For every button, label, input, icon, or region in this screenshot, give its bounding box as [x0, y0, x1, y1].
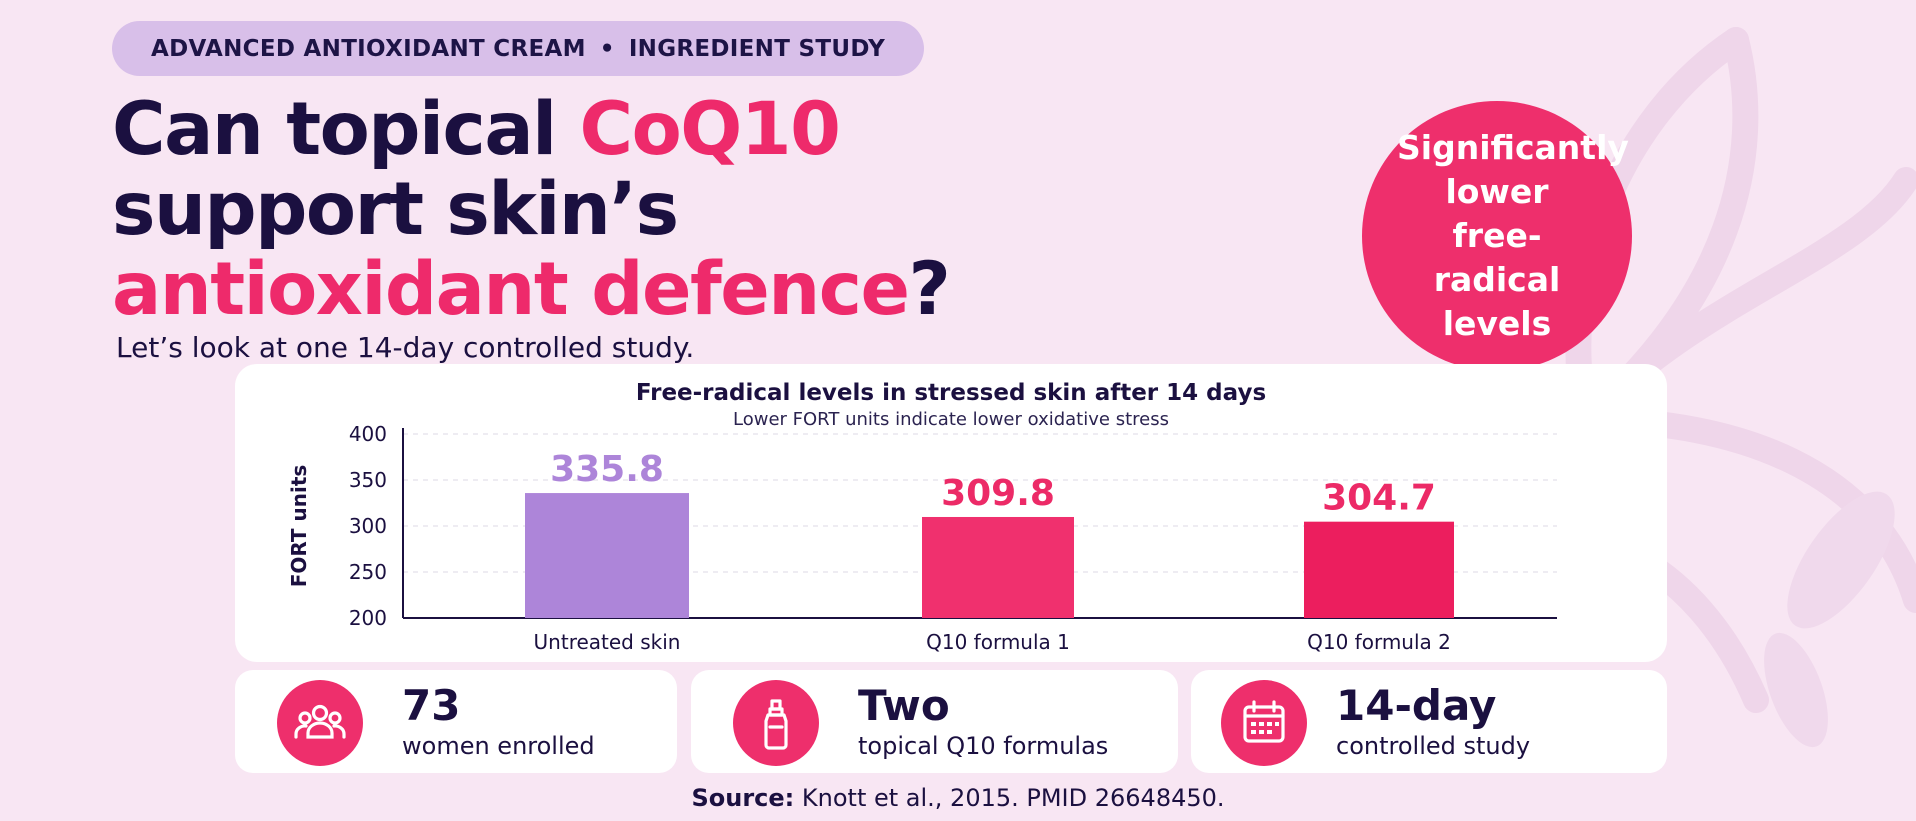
stat-value-participants: 73: [402, 681, 461, 730]
source-label: Source:: [691, 784, 795, 812]
chart-card: Free-radical levels in stressed skin aft…: [235, 364, 1667, 662]
y-tick-label: 400: [349, 422, 387, 446]
subtitle: Let’s look at one 14-day controlled stud…: [116, 331, 695, 364]
pill-label-left: ADVANCED ANTIOXIDANT CREAM: [150, 35, 586, 62]
headline-line-3: antioxidant defence?: [112, 247, 951, 332]
x-tick-label: Untreated skin: [534, 630, 681, 654]
bar-value-label: 335.8: [550, 449, 664, 490]
badge-text: Significantly lower free-radical levels: [1397, 128, 1629, 343]
chart-subtitle: Lower FORT units indicate lower oxidativ…: [733, 409, 1169, 430]
headline-question-mark: ?: [908, 247, 951, 332]
pill-separator: •: [599, 35, 615, 62]
bar: [922, 516, 1074, 618]
source-citation: Source: Knott et al., 2015. PMID 2664845…: [0, 784, 1916, 812]
source-text: Knott et al., 2015. PMID 26648450.: [794, 784, 1225, 812]
y-tick-label: 350: [349, 468, 387, 492]
stat-card-formulas: Two topical Q10 formulas: [691, 670, 1178, 773]
headline: Can topical CoQ10 support skin’s antioxi…: [112, 90, 951, 332]
x-tick-label: Q10 formula 2: [1307, 630, 1451, 654]
y-tick-label: 250: [349, 560, 387, 584]
headline-highlight-coq10: CoQ10: [579, 87, 841, 172]
x-tick-label: Q10 formula 1: [926, 630, 1070, 654]
calendar-icon: [1221, 680, 1307, 766]
stat-label-formulas: topical Q10 formulas: [858, 732, 1109, 760]
y-tick-label: 200: [349, 606, 387, 630]
headline-line-1: Can topical CoQ10: [112, 90, 949, 170]
dropper-bottle-icon: [733, 680, 819, 766]
headline-highlight-defence: antioxidant defence: [112, 247, 910, 332]
chart-title: Free-radical levels in stressed skin aft…: [636, 380, 1266, 406]
bar-value-label: 304.7: [1322, 478, 1436, 519]
bar: [1304, 521, 1454, 618]
bar: [525, 493, 689, 618]
headline-line-2: support skin’s: [112, 167, 679, 252]
result-badge: Significantly lower free-radical levels: [1362, 101, 1632, 371]
stat-card-participants: 73 women enrolled: [235, 670, 677, 773]
pill-label-right: INGREDIENT STUDY: [628, 35, 886, 62]
stat-card-duration: 14-day controlled study: [1191, 670, 1667, 773]
y-tick-label: 300: [349, 514, 387, 538]
stat-label-participants: women enrolled: [402, 732, 595, 760]
people-icon: [277, 680, 363, 766]
category-pill: ADVANCED ANTIOXIDANT CREAM • INGREDIENT …: [112, 21, 924, 76]
stat-value-duration: 14-day: [1336, 681, 1497, 730]
stat-label-duration: controlled study: [1336, 732, 1531, 760]
headline-line-1-text: Can topical: [112, 87, 580, 172]
bar-chart: Free-radical levels in stressed skin aft…: [287, 380, 1557, 654]
stat-value-formulas: Two: [858, 681, 950, 730]
bar-value-label: 309.8: [941, 473, 1055, 514]
y-axis-label: FORT units: [287, 465, 311, 588]
